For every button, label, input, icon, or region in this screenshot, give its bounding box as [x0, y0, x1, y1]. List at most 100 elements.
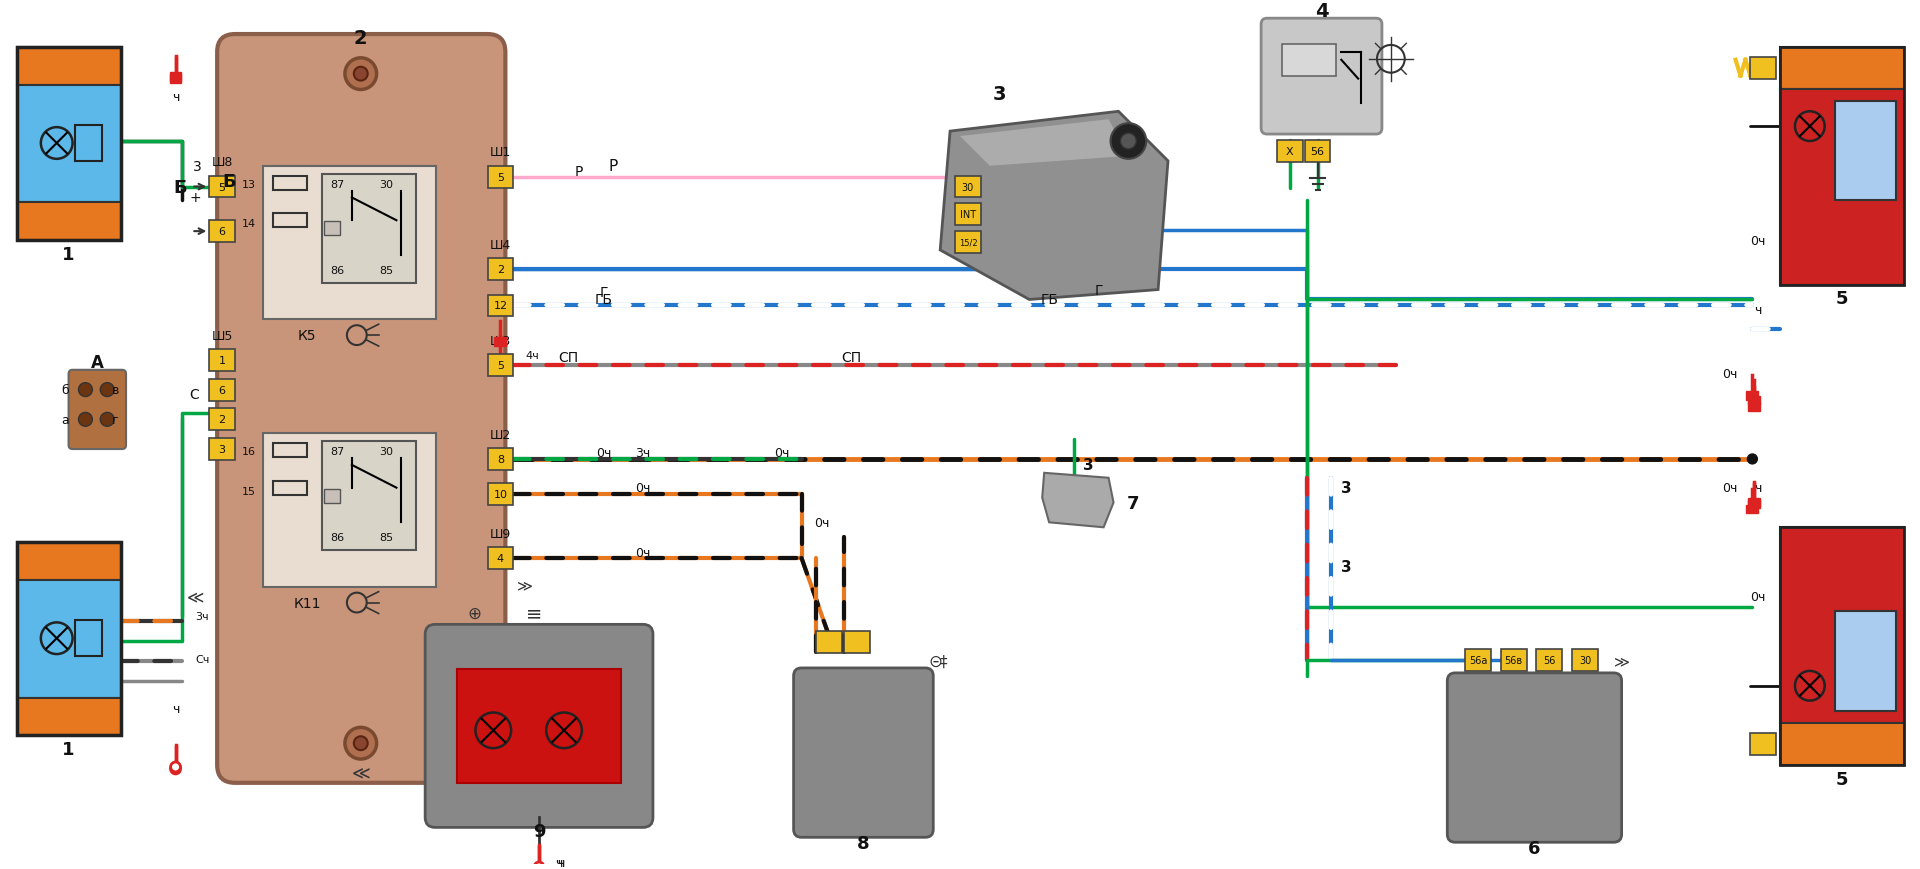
- Text: Сч: Сч: [196, 654, 209, 664]
- FancyBboxPatch shape: [209, 409, 234, 431]
- Polygon shape: [960, 120, 1129, 167]
- Text: 0ч: 0ч: [1749, 235, 1764, 248]
- FancyBboxPatch shape: [816, 632, 843, 653]
- FancyBboxPatch shape: [17, 542, 121, 580]
- FancyBboxPatch shape: [1448, 673, 1622, 842]
- Circle shape: [534, 862, 543, 869]
- FancyBboxPatch shape: [209, 176, 234, 198]
- Text: 85: 85: [380, 533, 394, 542]
- Text: 9: 9: [534, 822, 545, 840]
- FancyBboxPatch shape: [1747, 391, 1759, 400]
- FancyBboxPatch shape: [457, 669, 622, 783]
- FancyBboxPatch shape: [324, 489, 340, 503]
- Text: 3ч: 3ч: [636, 447, 651, 460]
- Text: г: г: [111, 414, 119, 427]
- Text: 5: 5: [219, 182, 227, 192]
- Text: 86: 86: [330, 533, 344, 542]
- Text: 30: 30: [1578, 655, 1592, 666]
- Text: 0ч: 0ч: [1749, 590, 1764, 603]
- Text: Г: Г: [1094, 283, 1102, 297]
- Circle shape: [79, 383, 92, 397]
- FancyBboxPatch shape: [1836, 612, 1895, 711]
- Text: 0ч: 0ч: [1722, 481, 1738, 494]
- Circle shape: [171, 764, 180, 774]
- FancyBboxPatch shape: [1780, 527, 1905, 724]
- Text: INT: INT: [960, 210, 975, 220]
- Text: 0ч: 0ч: [595, 447, 611, 460]
- Text: А: А: [90, 354, 104, 371]
- Text: 6: 6: [219, 227, 227, 237]
- Text: в: в: [111, 384, 119, 396]
- Text: 0ч: 0ч: [774, 447, 789, 460]
- Circle shape: [100, 413, 113, 427]
- Text: 1: 1: [61, 246, 75, 263]
- Text: 16: 16: [242, 447, 255, 456]
- FancyBboxPatch shape: [209, 439, 234, 461]
- Text: Ш3: Ш3: [490, 335, 511, 348]
- Text: 12: 12: [493, 301, 507, 311]
- FancyBboxPatch shape: [845, 632, 870, 653]
- Text: С: С: [190, 387, 200, 401]
- FancyBboxPatch shape: [209, 349, 234, 371]
- FancyBboxPatch shape: [17, 698, 121, 735]
- Text: 3: 3: [1340, 560, 1352, 574]
- Text: Ш2: Ш2: [490, 428, 511, 441]
- FancyBboxPatch shape: [1836, 103, 1895, 202]
- Text: 7: 7: [1127, 494, 1140, 512]
- Circle shape: [346, 59, 376, 90]
- Text: ч: ч: [1753, 481, 1761, 494]
- Text: 30: 30: [380, 179, 394, 189]
- Text: 0ч: 0ч: [814, 516, 829, 529]
- FancyBboxPatch shape: [1536, 649, 1563, 671]
- FancyBboxPatch shape: [1747, 505, 1759, 514]
- Text: 10: 10: [493, 489, 507, 499]
- FancyBboxPatch shape: [263, 434, 436, 587]
- FancyBboxPatch shape: [1465, 649, 1492, 671]
- FancyBboxPatch shape: [1749, 396, 1761, 405]
- FancyBboxPatch shape: [17, 580, 121, 698]
- Text: СП: СП: [841, 350, 860, 364]
- Text: 30: 30: [962, 182, 973, 192]
- FancyBboxPatch shape: [1572, 649, 1597, 671]
- Text: 8: 8: [497, 454, 503, 464]
- Text: К5: К5: [298, 328, 317, 342]
- Text: 0ч: 0ч: [636, 546, 651, 559]
- FancyBboxPatch shape: [263, 167, 436, 320]
- Text: 8: 8: [856, 834, 870, 852]
- FancyBboxPatch shape: [169, 75, 182, 83]
- Text: 5: 5: [497, 361, 503, 370]
- Text: ГБ: ГБ: [595, 293, 612, 307]
- Text: Р: Р: [574, 164, 584, 178]
- FancyBboxPatch shape: [324, 222, 340, 235]
- FancyBboxPatch shape: [1751, 733, 1776, 755]
- FancyBboxPatch shape: [1501, 649, 1526, 671]
- Text: ≫: ≫: [1613, 653, 1630, 669]
- Text: 2: 2: [219, 415, 227, 425]
- Text: +: +: [190, 191, 202, 205]
- FancyBboxPatch shape: [323, 441, 417, 550]
- FancyBboxPatch shape: [1749, 500, 1761, 509]
- Text: Ш8: Ш8: [211, 156, 232, 169]
- Text: 13: 13: [242, 179, 255, 189]
- Text: Ш9: Ш9: [490, 527, 511, 541]
- Text: К11: К11: [294, 596, 321, 610]
- Text: ‡: ‡: [939, 653, 947, 669]
- Text: 5: 5: [497, 172, 503, 182]
- FancyBboxPatch shape: [1277, 141, 1302, 163]
- Text: ⊕: ⊕: [468, 604, 482, 621]
- Text: 56в: 56в: [1505, 655, 1523, 666]
- Text: ч: ч: [1753, 303, 1761, 316]
- Text: 2: 2: [353, 30, 367, 49]
- Text: 4: 4: [497, 554, 503, 563]
- FancyBboxPatch shape: [1749, 403, 1761, 412]
- FancyBboxPatch shape: [1780, 48, 1905, 90]
- Text: 3: 3: [219, 445, 227, 454]
- FancyBboxPatch shape: [17, 85, 121, 203]
- Circle shape: [171, 762, 180, 772]
- Text: 3ч: 3ч: [196, 612, 209, 621]
- FancyBboxPatch shape: [209, 221, 234, 242]
- FancyBboxPatch shape: [1751, 57, 1776, 80]
- Circle shape: [1121, 134, 1137, 149]
- Text: 85: 85: [380, 265, 394, 275]
- FancyBboxPatch shape: [209, 379, 234, 401]
